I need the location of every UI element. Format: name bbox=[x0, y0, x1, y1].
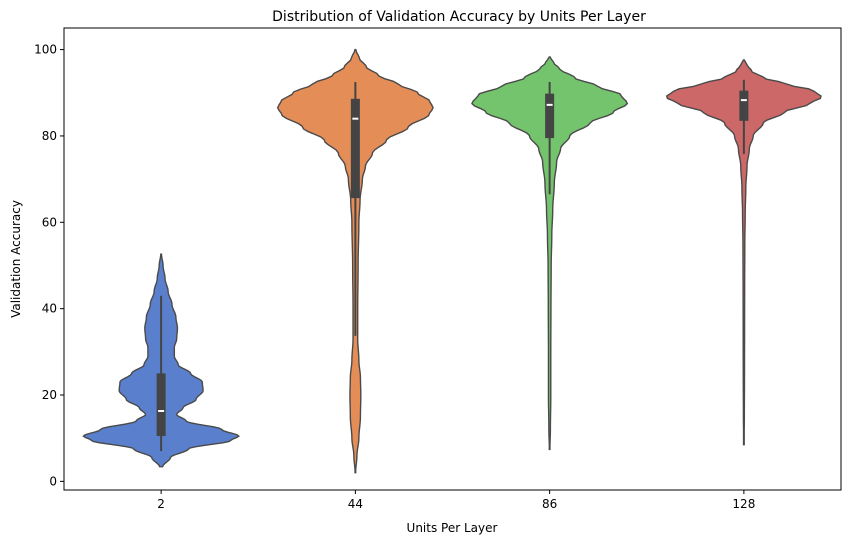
x-axis-ticks: 2 44 86 128 bbox=[157, 490, 755, 511]
y-tick: 0 bbox=[49, 474, 64, 488]
y-tick-label: 20 bbox=[42, 388, 57, 402]
y-tick: 80 bbox=[42, 129, 64, 143]
x-tick-label: 2 bbox=[157, 497, 165, 511]
violin-box bbox=[350, 98, 360, 199]
chart-title: Distribution of Validation Accuracy by U… bbox=[272, 9, 646, 25]
violin-group bbox=[82, 48, 822, 474]
x-tick: 86 bbox=[542, 490, 557, 511]
violin-86 bbox=[471, 56, 629, 451]
x-tick: 128 bbox=[732, 490, 755, 511]
y-tick-label: 100 bbox=[34, 43, 57, 57]
violin-44 bbox=[276, 48, 434, 474]
violin-box bbox=[739, 90, 749, 121]
violin-128 bbox=[665, 59, 822, 446]
x-tick-label: 86 bbox=[542, 497, 557, 511]
y-axis-label: Validation Accuracy bbox=[9, 200, 23, 318]
y-tick: 60 bbox=[42, 215, 64, 229]
y-tick-label: 60 bbox=[42, 215, 57, 229]
y-tick-label: 80 bbox=[42, 129, 57, 143]
y-tick: 100 bbox=[34, 43, 64, 57]
violin-body bbox=[665, 59, 822, 446]
y-axis-ticks: 0 20 40 60 80 100 bbox=[34, 43, 64, 488]
x-tick: 44 bbox=[348, 490, 363, 511]
y-tick-label: 0 bbox=[49, 474, 57, 488]
violin-body bbox=[471, 56, 629, 451]
x-tick-label: 128 bbox=[732, 497, 755, 511]
x-tick: 2 bbox=[157, 490, 165, 511]
violin-2 bbox=[82, 253, 240, 468]
violin-box bbox=[156, 373, 166, 437]
x-axis-label: Units Per Layer bbox=[407, 521, 498, 535]
y-tick: 20 bbox=[42, 388, 64, 402]
y-tick: 40 bbox=[42, 302, 64, 316]
x-tick-label: 44 bbox=[348, 497, 363, 511]
chart-title-text: Distribution of Validation Accuracy by U… bbox=[272, 9, 646, 25]
y-tick-label: 40 bbox=[42, 302, 57, 316]
violin-box bbox=[545, 93, 555, 139]
